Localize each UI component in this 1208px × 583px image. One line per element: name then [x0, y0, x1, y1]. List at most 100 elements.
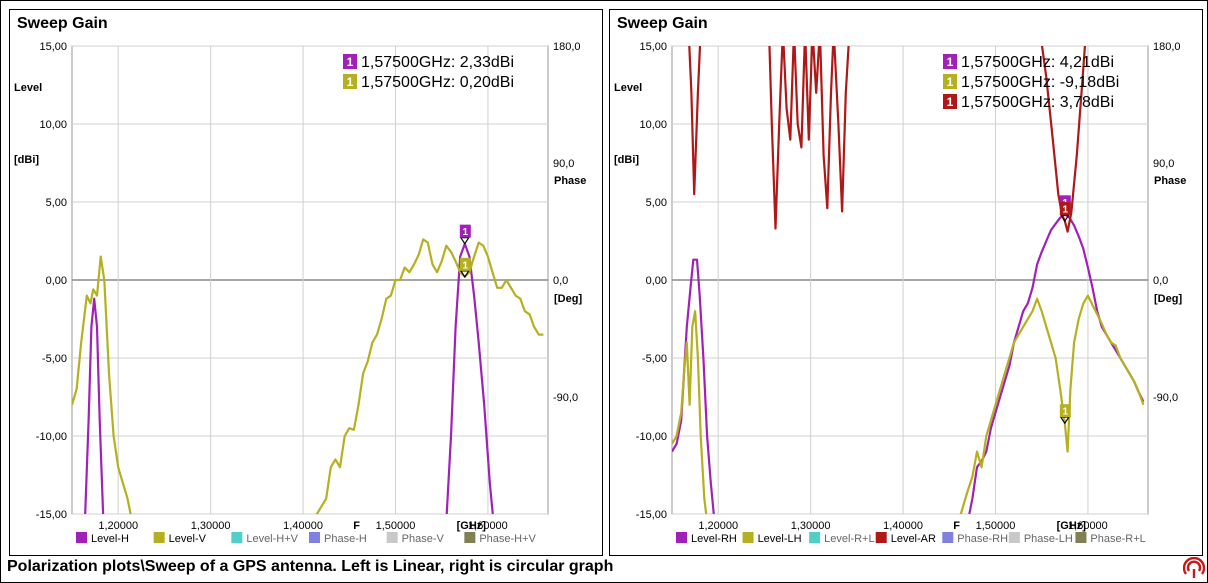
marker-legend-badge: [343, 54, 357, 69]
legend-swatch: [742, 532, 754, 543]
x-tick-label: 1,50000: [376, 520, 416, 532]
legend-swatch: [875, 532, 887, 543]
marker-legend-number: 1: [347, 75, 354, 89]
marker-readout: 1,57500GHz: 2,33dBi: [361, 54, 514, 71]
x-tick-label: 1,20000: [98, 520, 138, 532]
legend-label: Level-RH: [691, 533, 737, 545]
y-tick-label: 10,00: [639, 119, 667, 131]
y-axis-unit: [dBi]: [614, 154, 639, 166]
legend-label: Level-AR: [891, 533, 936, 545]
series-line-level-ar: [688, 46, 702, 196]
y-axis-label: Level: [14, 82, 42, 94]
y2-axis-label: Phase: [554, 175, 586, 187]
legend-label: Phase-V: [402, 533, 445, 545]
marker-legend-badge: [943, 94, 957, 109]
x-tick-label: 1,50000: [976, 520, 1016, 532]
y2-tick-label: 90,0: [1153, 158, 1174, 170]
y2-axis-unit: [Deg]: [554, 293, 582, 305]
legend-label: Level-H+V: [246, 533, 298, 545]
legend-label: Level-V: [169, 533, 207, 545]
chart-circular: 15,00 10,00 5,00 0,00 -5,00 -10,00 -15,00 1,200…: [614, 41, 1186, 545]
marker-badge: [459, 224, 471, 238]
y-tick-label: 10,00: [39, 119, 67, 131]
legend-label: Level-LH: [758, 533, 802, 545]
y2-tick-label: 180,0: [553, 41, 581, 53]
y-tick-label: -5,00: [642, 353, 667, 365]
marker-badge: [459, 257, 471, 271]
marker-legend-number: 1: [947, 95, 954, 109]
legend-swatch: [309, 532, 320, 543]
x-tick-label: 1,30000: [791, 520, 831, 532]
marker-readout: 1,57500GHz: -9,18dBi: [961, 74, 1119, 91]
y2-tick-label: 0,0: [553, 275, 568, 287]
legend-swatch: [231, 532, 243, 543]
marker-legend-badge: [943, 54, 957, 69]
y2-tick-label: 90,0: [553, 158, 574, 170]
legend-swatch: [1075, 532, 1087, 543]
marker-readout: 1,57500GHz: 0,20dBi: [361, 74, 514, 91]
legend-swatch: [809, 532, 821, 543]
chart-panel-linear: Sweep Gain 15,00 10,00 5,00 0,00 -5,00 -10,00…: [9, 9, 603, 556]
legend-label: Level-H: [91, 533, 129, 545]
marker-readout: 1,57500GHz: 4,21dBi: [961, 54, 1114, 71]
y-axis-unit: [dBi]: [14, 154, 39, 166]
x-tick-label: 1,60000: [468, 520, 508, 532]
marker-legend-number: 1: [947, 75, 954, 89]
legend-swatch: [76, 532, 87, 543]
y-tick-label: 5,00: [46, 197, 67, 209]
y-tick-label: 15,00: [639, 41, 667, 53]
x-tick-label: 1,20000: [698, 520, 738, 532]
series-line-level-lh: [672, 294, 1145, 514]
marker-readout: 1,57500GHz: 3,78dBi: [961, 94, 1114, 111]
y2-tick-label: -90,0: [553, 392, 578, 404]
plot-series-group: [72, 238, 544, 514]
y2-tick-label: 180,0: [1153, 41, 1181, 53]
marker-legend-badge: [343, 74, 357, 89]
y-tick-label: -10,00: [36, 431, 67, 443]
antenna-logo-icon: [1183, 557, 1205, 578]
y-tick-label: 0,00: [46, 275, 67, 287]
x-axis-unit: [GHz]: [1057, 520, 1087, 532]
marker-legend-number: 1: [947, 55, 954, 69]
legend-swatch: [1008, 532, 1020, 543]
y-tick-label: -15,00: [636, 509, 667, 521]
caption: Polarization plots\Sweep of a GPS antenn…: [7, 558, 614, 575]
x-tick-label: 1,40000: [883, 520, 923, 532]
x-tick-label: 1,30000: [191, 520, 231, 532]
marker-badge-number: 1: [463, 227, 469, 238]
y-tick-label: 0,00: [646, 275, 667, 287]
y-tick-label: 5,00: [646, 197, 667, 209]
marker-badge-number: 1: [463, 260, 469, 271]
legend-label: Phase-H: [324, 533, 367, 545]
chart-title: Sweep Gain: [17, 15, 108, 32]
y-axis-label: Level: [614, 82, 642, 94]
marker-badge: [1059, 404, 1071, 418]
y-tick-label: -15,00: [36, 509, 67, 521]
marker-legend-number: 1: [347, 55, 354, 69]
y2-axis-unit: [Deg]: [1154, 293, 1182, 305]
chart-panel-circular: Sweep Gain 15,00 10,00 5,00 0,00 -5,00 -10,00…: [609, 9, 1203, 556]
legend-swatch: [942, 532, 954, 543]
legend-swatch: [464, 532, 476, 543]
legend-swatch: [153, 532, 165, 543]
legend-label: Phase-LH: [1024, 533, 1073, 545]
y2-tick-label: -90,0: [1153, 392, 1178, 404]
x-axis-label: F: [953, 520, 960, 532]
marker-badge: [1059, 202, 1071, 216]
legend-swatch: [386, 532, 398, 543]
series-line-level-h: [84, 242, 494, 514]
legend-label: Phase-RH: [957, 533, 1008, 545]
y-tick-label: -5,00: [42, 353, 67, 365]
x-tick-label: 1,60000: [1068, 520, 1108, 532]
legend-swatch: [676, 532, 687, 543]
legend-label: Phase-R+L: [1090, 533, 1145, 545]
marker-badge: [1059, 195, 1071, 209]
y-tick-label: -10,00: [636, 431, 667, 443]
marker-legend-badge: [943, 74, 957, 89]
y2-axis-label: Phase: [1154, 175, 1186, 187]
marker-badge-number: 1: [1063, 407, 1069, 418]
series-line-level-v: [72, 238, 544, 514]
series-line-level-ar: [768, 46, 850, 230]
y2-tick-label: 0,0: [1153, 275, 1168, 287]
